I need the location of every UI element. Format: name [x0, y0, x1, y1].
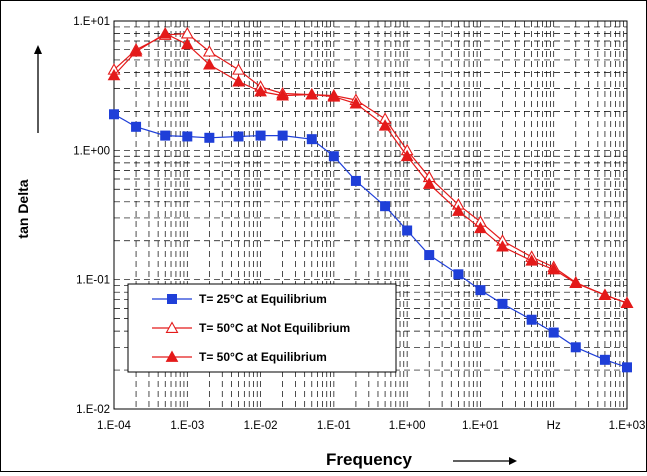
data-point — [402, 225, 413, 236]
series-line — [113, 32, 628, 304]
data-point — [526, 314, 537, 325]
data-point — [160, 130, 171, 141]
series-layer — [107, 26, 634, 373]
data-point — [277, 130, 288, 141]
data-point — [232, 63, 245, 75]
data-point — [620, 296, 634, 308]
data-point — [569, 276, 583, 289]
data-point — [496, 240, 509, 252]
data-point — [109, 109, 119, 120]
data-point — [180, 37, 194, 50]
data-point — [107, 68, 121, 81]
plot-area-border — [113, 20, 628, 410]
data-point — [424, 250, 435, 261]
data-point — [204, 132, 215, 143]
data-point — [180, 26, 194, 39]
legend: T= 25°C at Equilibrium T= 50°C at Not Equ… — [127, 283, 397, 373]
data-point — [165, 321, 179, 333]
series-1 — [109, 109, 632, 373]
y-tick-label: 1.E-01 — [76, 275, 110, 287]
data-point — [254, 84, 267, 97]
legend-entry-label: T= 50°C at Equilibrium — [199, 350, 327, 364]
data-point — [202, 58, 216, 70]
data-point — [255, 130, 266, 141]
x-tick-label: 1.E-04 — [97, 420, 131, 432]
y-direction-arrow — [34, 45, 42, 133]
data-point — [349, 97, 363, 109]
x-tick-label: 1.E-02 — [244, 420, 278, 432]
data-point — [453, 269, 464, 280]
data-point — [327, 90, 341, 102]
data-point — [599, 354, 610, 365]
data-point — [328, 151, 339, 162]
data-point — [232, 75, 245, 87]
x-direction-arrow — [453, 457, 517, 465]
data-point — [474, 221, 487, 234]
data-point — [129, 45, 143, 57]
x-tick-label: Hz — [547, 420, 561, 432]
y-tick-labels: 1.E-02 1.E-01 1.E+00 1.E+01 — [73, 16, 110, 416]
data-point — [306, 134, 317, 145]
x-tick-label: 1.E+03 — [609, 420, 646, 432]
data-point — [497, 298, 508, 309]
data-point — [131, 121, 142, 132]
x-tick-labels: 1.E-04 1.E-03 1.E-02 1.E-01 1.E+00 1.E+01 Hz 1.… — [97, 420, 645, 432]
series-3 — [107, 27, 634, 308]
data-point — [182, 131, 193, 142]
data-point — [378, 119, 392, 131]
data-point — [548, 327, 559, 338]
x-tick-label: 1.E-01 — [317, 420, 351, 432]
y-tick-label: 1.E+00 — [73, 145, 110, 157]
data-point — [422, 177, 436, 189]
data-point — [598, 288, 612, 300]
data-point — [380, 201, 391, 212]
data-point — [475, 285, 486, 296]
y-axis-label: tan Delta — [15, 179, 31, 238]
data-point — [165, 350, 179, 362]
x-tick-label: 1.E-03 — [170, 420, 204, 432]
x-axis-label: Frequency — [326, 450, 413, 469]
x-tick-label: 1.E+00 — [389, 420, 426, 432]
data-point — [622, 362, 632, 373]
data-point — [202, 44, 216, 57]
data-point — [525, 254, 539, 266]
series-line — [113, 32, 628, 304]
y-tick-label: 1.E+01 — [73, 16, 110, 28]
data-point — [233, 131, 244, 142]
data-point — [305, 88, 319, 100]
series-line — [113, 113, 628, 368]
x-tick-label: 1.E+01 — [462, 420, 499, 432]
data-point — [452, 204, 465, 216]
data-point — [350, 175, 361, 186]
data-point — [158, 27, 172, 39]
data-point — [547, 262, 561, 275]
data-point — [570, 342, 581, 353]
legend-entry-label: T= 25°C at Equilibrium — [199, 292, 327, 306]
legend-entry-label: T= 50°C at Not Equilibrium — [199, 321, 350, 335]
data-point — [167, 294, 177, 304]
data-point — [276, 89, 289, 101]
y-tick-label: 1.E-02 — [76, 404, 110, 416]
data-point — [400, 149, 414, 162]
